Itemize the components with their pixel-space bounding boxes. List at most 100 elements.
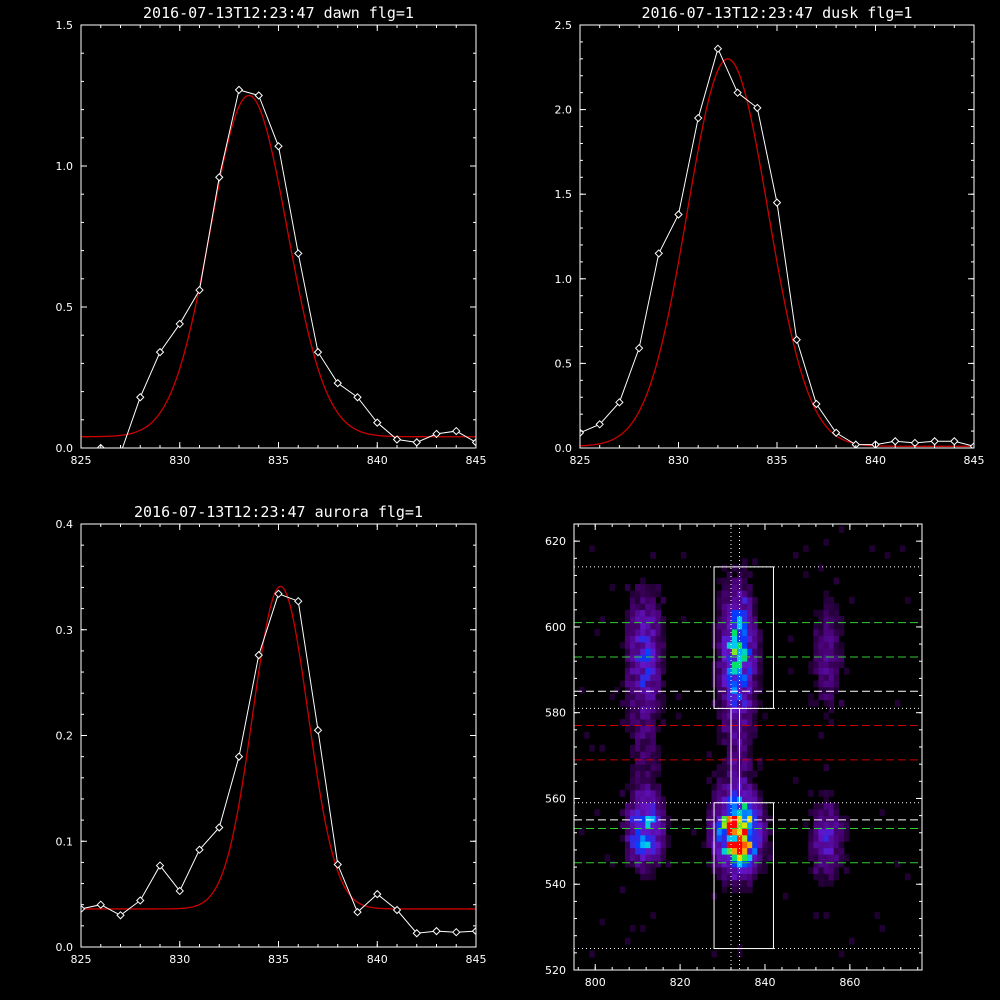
heatmap-cell <box>823 828 829 836</box>
heatmap-cell <box>655 680 661 688</box>
heatmap-cell <box>635 725 641 733</box>
heatmap-cell <box>737 674 743 681</box>
heatmap-cell <box>650 616 656 623</box>
heatmap-cell <box>619 789 626 797</box>
heatmap-cell <box>650 854 656 861</box>
x-tick-label: 830 <box>169 953 190 966</box>
heatmap-cell <box>655 751 661 759</box>
heatmap-cell <box>640 873 646 881</box>
heatmap-cell <box>742 603 748 611</box>
heatmap-cell <box>838 828 845 836</box>
heatmap-cell <box>737 847 743 855</box>
heatmap-cell <box>721 661 728 668</box>
heatmap-cell <box>747 667 753 675</box>
heatmap-cell <box>737 828 743 836</box>
data-point <box>772 198 782 207</box>
heatmap-cell <box>721 693 728 701</box>
heatmap-cell <box>660 622 667 630</box>
heatmap-cell <box>721 732 728 739</box>
heatmap-cell <box>905 596 911 604</box>
heatmap-cell <box>828 635 835 643</box>
heatmap-cell <box>742 751 748 759</box>
heatmap-cell <box>843 822 850 829</box>
heatmap-cell <box>731 860 738 868</box>
heatmap-cell <box>706 751 712 759</box>
heatmap-cell <box>645 712 651 720</box>
heatmap-cell <box>747 661 753 668</box>
heatmap-cell <box>742 648 748 656</box>
heatmap-cell <box>737 667 743 675</box>
heatmap-cell <box>726 725 733 733</box>
heatmap-cell <box>737 590 743 598</box>
heatmap-cell <box>630 725 636 733</box>
heatmap-cell <box>655 841 661 849</box>
heatmap-cell <box>833 654 840 662</box>
heatmap-cell <box>716 616 723 623</box>
heatmap-cell <box>747 834 753 842</box>
heatmap-cell <box>828 654 835 662</box>
heatmap-cell <box>742 847 748 855</box>
heatmap-cell <box>894 860 901 868</box>
heatmap-cell <box>752 822 758 829</box>
heatmap-cell <box>838 841 845 849</box>
heatmap-cell <box>752 609 758 617</box>
heatmap-cell <box>630 603 636 611</box>
heatmap-cell <box>731 641 738 649</box>
heatmap-cell <box>650 796 656 804</box>
heatmap-cell <box>706 822 712 829</box>
heatmap-cell <box>747 879 753 887</box>
data-point <box>136 393 145 402</box>
heatmap-cell <box>624 815 631 823</box>
heatmap-cell <box>711 796 717 804</box>
heatmap-cell <box>747 712 753 720</box>
gaussian-fit-line <box>81 94 476 438</box>
heatmap-cell <box>635 751 641 759</box>
heatmap-cell <box>731 622 738 630</box>
region-box <box>713 566 774 709</box>
heatmap-cell <box>747 622 753 630</box>
x-tick-label: 845 <box>964 454 985 467</box>
heatmap-cell <box>813 847 819 855</box>
heatmap-cell <box>757 674 763 681</box>
heatmap-cell <box>813 609 819 617</box>
heatmap-cell <box>624 661 631 668</box>
x-tick-label: 860 <box>839 976 860 989</box>
heatmap-cell <box>726 712 733 720</box>
heatmap-cell <box>635 783 641 791</box>
heatmap-cell <box>680 616 687 623</box>
heatmap-cell <box>752 712 758 720</box>
heatmap-cell <box>635 867 641 874</box>
heatmap-cell <box>752 667 758 675</box>
heatmap-cell <box>716 732 723 739</box>
heatmap-cell <box>742 654 748 662</box>
heatmap-cell <box>630 648 636 656</box>
heatmap-cell <box>818 680 824 688</box>
heatmap-cell <box>731 757 738 765</box>
heatmap-cell <box>813 809 819 816</box>
heatmap-cell <box>716 725 723 733</box>
heatmap-cell <box>833 873 840 881</box>
heatmap-cell <box>630 616 636 623</box>
heatmap-cell <box>665 822 672 829</box>
dawn-spectrum-panel: 825 830 835 840 845 0.0 0.5 1.0 1.5 2016-07-13T12… <box>56 4 487 467</box>
heatmap-cell <box>655 789 661 797</box>
heatmap-cell <box>635 706 641 714</box>
heatmap-cell <box>742 764 748 771</box>
heatmap-cell <box>650 609 656 617</box>
heatmap-cell <box>737 879 743 887</box>
data-point <box>353 907 362 917</box>
heatmap-cell <box>747 571 753 578</box>
x-tick-label: 845 <box>466 953 487 966</box>
heatmap-cell <box>731 796 738 804</box>
heatmap-cell <box>731 584 738 591</box>
heatmap-cell <box>762 867 768 874</box>
heatmap-cell <box>635 584 641 591</box>
data-point <box>713 44 723 53</box>
heatmap-cell <box>640 854 646 861</box>
y-tick-label: 0.0 <box>555 442 573 455</box>
heatmap-cell <box>721 783 728 791</box>
heatmap-cell <box>808 789 814 797</box>
heatmap-cell <box>650 635 656 643</box>
heatmap-cell <box>624 783 631 791</box>
heatmap-cell <box>828 680 835 688</box>
